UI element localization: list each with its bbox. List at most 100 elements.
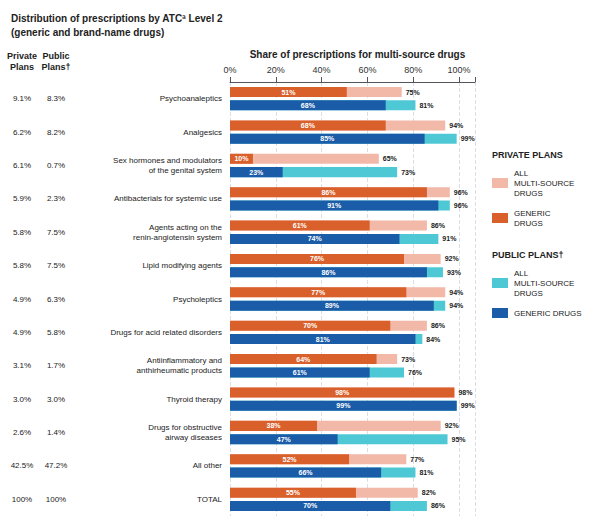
svg-text:20%: 20% — [267, 65, 285, 75]
svg-text:40%: 40% — [313, 65, 331, 75]
svg-text:95%: 95% — [452, 436, 467, 443]
svg-text:52%: 52% — [283, 456, 298, 463]
svg-text:6.2%: 6.2% — [13, 128, 31, 137]
svg-text:93%: 93% — [447, 269, 462, 276]
svg-text:Distribution of prescriptions: Distribution of prescriptions by ATCª Le… — [11, 13, 223, 24]
svg-text:8.3%: 8.3% — [47, 94, 65, 103]
svg-text:Plans: Plans — [10, 62, 34, 72]
svg-text:75%: 75% — [406, 89, 421, 96]
svg-text:2.6%: 2.6% — [13, 428, 31, 437]
svg-text:61%: 61% — [293, 222, 308, 229]
svg-text:98%: 98% — [335, 389, 350, 396]
svg-text:94%: 94% — [449, 289, 464, 296]
svg-text:ALL: ALL — [514, 169, 529, 178]
svg-text:86%: 86% — [431, 502, 446, 509]
svg-text:of the genital system: of the genital system — [149, 166, 223, 175]
svg-text:Lipid modifying agents: Lipid modifying agents — [142, 261, 222, 270]
svg-text:MULTI-SOURCE: MULTI-SOURCE — [514, 279, 574, 288]
svg-text:9.1%: 9.1% — [13, 94, 31, 103]
svg-text:99%: 99% — [461, 135, 476, 142]
svg-text:85%: 85% — [320, 135, 335, 142]
svg-text:PRIVATE PLANS: PRIVATE PLANS — [492, 150, 563, 160]
svg-text:10%: 10% — [234, 155, 249, 162]
svg-text:80%: 80% — [404, 65, 422, 75]
svg-text:8.2%: 8.2% — [47, 128, 65, 137]
svg-text:96%: 96% — [454, 202, 469, 209]
svg-text:Public: Public — [42, 51, 69, 61]
svg-text:Analgesics: Analgesics — [183, 128, 222, 137]
svg-text:5.8%: 5.8% — [13, 228, 31, 237]
svg-text:2.3%: 2.3% — [47, 194, 65, 203]
svg-text:81%: 81% — [316, 336, 331, 343]
svg-text:anthirheumatic products: anthirheumatic products — [137, 366, 222, 375]
svg-text:airway diseases: airway diseases — [165, 433, 222, 442]
svg-text:Psycholeptics: Psycholeptics — [173, 295, 222, 304]
svg-text:55%: 55% — [286, 489, 301, 496]
svg-text:1.4%: 1.4% — [47, 428, 65, 437]
svg-text:Drugs for acid related disorde: Drugs for acid related disorders — [110, 328, 222, 337]
svg-text:DRUGS: DRUGS — [514, 219, 543, 228]
svg-text:84%: 84% — [426, 336, 441, 343]
svg-text:GENERIC DRUGS: GENERIC DRUGS — [514, 309, 582, 318]
svg-text:77%: 77% — [311, 289, 326, 296]
svg-text:5.8%: 5.8% — [13, 261, 31, 270]
svg-text:6.1%: 6.1% — [13, 161, 31, 170]
svg-text:3.0%: 3.0% — [47, 395, 65, 404]
svg-text:47%: 47% — [277, 436, 292, 443]
svg-text:51%: 51% — [281, 89, 296, 96]
svg-text:ALL: ALL — [514, 269, 529, 278]
svg-text:4.9%: 4.9% — [13, 328, 31, 337]
svg-text:73%: 73% — [401, 356, 416, 363]
svg-text:92%: 92% — [445, 422, 460, 429]
svg-text:Sex hormones and modulators: Sex hormones and modulators — [113, 156, 222, 165]
svg-text:86%: 86% — [321, 269, 336, 276]
svg-text:42.5%: 42.5% — [11, 461, 34, 470]
svg-text:1.7%: 1.7% — [47, 361, 65, 370]
svg-text:77%: 77% — [410, 456, 425, 463]
svg-text:Private: Private — [7, 51, 37, 61]
svg-text:86%: 86% — [431, 322, 446, 329]
svg-text:61%: 61% — [293, 369, 308, 376]
svg-text:94%: 94% — [449, 122, 464, 129]
svg-text:91%: 91% — [442, 235, 457, 242]
svg-text:All other: All other — [193, 461, 223, 470]
svg-text:64%: 64% — [296, 356, 311, 363]
svg-text:GENERIC: GENERIC — [514, 209, 551, 218]
svg-text:98%: 98% — [458, 389, 473, 396]
svg-text:Share of prescriptions for mul: Share of prescriptions for multi-source … — [250, 49, 466, 60]
svg-text:82%: 82% — [422, 489, 437, 496]
svg-text:Psychoanaleptics: Psychoanaleptics — [160, 94, 222, 103]
svg-text:TOTAL: TOTAL — [197, 495, 223, 504]
svg-text:68%: 68% — [301, 122, 316, 129]
svg-text:5.8%: 5.8% — [47, 328, 65, 337]
svg-text:Antibacterials for systemic us: Antibacterials for systemic use — [114, 194, 223, 203]
svg-text:DRUGS: DRUGS — [514, 289, 543, 298]
svg-text:76%: 76% — [408, 369, 423, 376]
svg-text:6.3%: 6.3% — [47, 295, 65, 304]
svg-text:70%: 70% — [303, 322, 318, 329]
svg-text:81%: 81% — [419, 102, 434, 109]
svg-text:100%: 100% — [46, 495, 66, 504]
svg-text:renin-angiotensin system: renin-angiotensin system — [133, 233, 222, 242]
svg-text:3.1%: 3.1% — [13, 361, 31, 370]
svg-text:0%: 0% — [223, 65, 236, 75]
svg-text:Drugs for obstructive: Drugs for obstructive — [148, 423, 222, 432]
svg-text:PUBLIC PLANS†: PUBLIC PLANS† — [492, 250, 564, 260]
svg-text:47.2%: 47.2% — [45, 461, 68, 470]
svg-text:94%: 94% — [449, 302, 464, 309]
svg-text:0.7%: 0.7% — [47, 161, 65, 170]
svg-text:DRUGS: DRUGS — [514, 189, 543, 198]
svg-text:5.9%: 5.9% — [13, 194, 31, 203]
svg-text:86%: 86% — [431, 222, 446, 229]
svg-text:100%: 100% — [12, 495, 32, 504]
svg-text:96%: 96% — [454, 189, 469, 196]
svg-text:38%: 38% — [266, 422, 281, 429]
svg-text:(generic and brand-name drugs): (generic and brand-name drugs) — [11, 27, 164, 38]
svg-text:7.5%: 7.5% — [47, 228, 65, 237]
svg-text:99%: 99% — [336, 402, 351, 409]
svg-text:99%: 99% — [461, 402, 476, 409]
svg-text:3.0%: 3.0% — [13, 395, 31, 404]
svg-text:65%: 65% — [383, 155, 398, 162]
svg-text:73%: 73% — [401, 169, 416, 176]
svg-text:Antiinflammatory and: Antiinflammatory and — [147, 356, 222, 365]
